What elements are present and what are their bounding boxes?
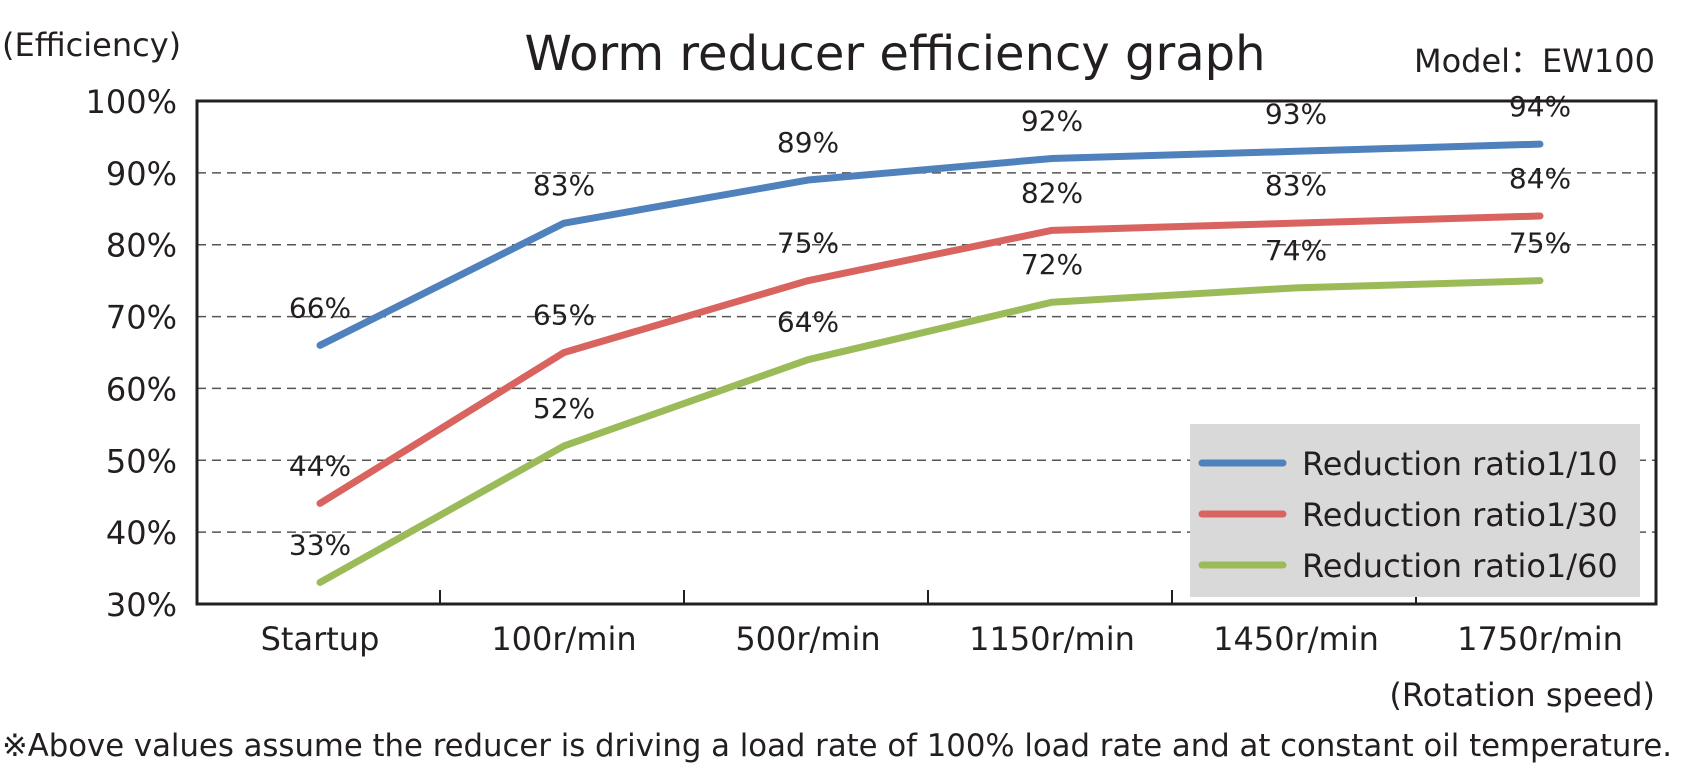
data-label: 94% <box>1509 90 1571 123</box>
data-label: 72% <box>1021 248 1083 281</box>
legend-label: Reduction ratio1/10 <box>1302 445 1618 483</box>
data-label: 75% <box>1509 227 1571 260</box>
y-tick-label: 100% <box>86 83 177 121</box>
data-label: 83% <box>533 169 595 202</box>
data-label: 65% <box>533 299 595 332</box>
y-tick-label: 60% <box>106 370 177 408</box>
y-tick-label: 30% <box>106 586 177 624</box>
data-label: 52% <box>533 392 595 425</box>
model-label: Model：EW100 <box>1414 42 1655 80</box>
data-label: 44% <box>289 449 351 482</box>
y-tick-label: 70% <box>106 299 177 337</box>
series-line <box>316 140 1544 349</box>
data-label: 84% <box>1509 162 1571 195</box>
x-tick-label: 1450r/min <box>1213 620 1379 658</box>
series-lines <box>316 140 1544 586</box>
data-label: 33% <box>289 528 351 561</box>
y-tick-label: 50% <box>106 442 177 480</box>
data-label: 83% <box>1265 169 1327 202</box>
legend-label: Reduction ratio1/60 <box>1302 547 1618 585</box>
legend-label: Reduction ratio1/30 <box>1302 496 1618 534</box>
series-line <box>316 277 1544 586</box>
series-line <box>316 212 1544 507</box>
data-label: 74% <box>1265 234 1327 267</box>
x-axis-label: (Rotation speed) <box>1389 676 1655 714</box>
y-tick-label: 80% <box>106 227 177 265</box>
x-tick-label: Startup <box>261 620 380 658</box>
footnote: ※Above values assume the reducer is driv… <box>2 728 1672 764</box>
data-label: 92% <box>1021 104 1083 137</box>
plot-frame <box>195 99 1658 606</box>
y-tick-label: 40% <box>106 514 177 552</box>
data-label: 64% <box>777 306 839 339</box>
y-tick-label: 90% <box>106 155 177 193</box>
data-label: 82% <box>1021 176 1083 209</box>
y-axis-label: (Efficiency) <box>2 26 181 64</box>
data-labels: 66% 83% 89% 92% 93% 94% 44% 65% 75% 82% 83% 84% 33% 5… <box>289 90 1571 561</box>
x-tick-label: 100r/min <box>491 620 636 658</box>
x-tick-label: 500r/min <box>735 620 880 658</box>
legend: Reduction ratio1/10 Reduction ratio1/30 Re… <box>1190 424 1640 597</box>
axis-ticks: 30% 40% 50% 60% 70% 80% 90% 100% Startup 100r/min… <box>86 83 1623 658</box>
data-label: 89% <box>777 126 839 159</box>
chart-title: Worm reducer efficiency graph <box>524 26 1265 82</box>
x-tick-label: 1150r/min <box>969 620 1135 658</box>
data-label: 66% <box>289 291 351 324</box>
x-tick-label: 1750r/min <box>1457 620 1623 658</box>
data-label: 93% <box>1265 97 1327 130</box>
data-label: 75% <box>777 227 839 260</box>
